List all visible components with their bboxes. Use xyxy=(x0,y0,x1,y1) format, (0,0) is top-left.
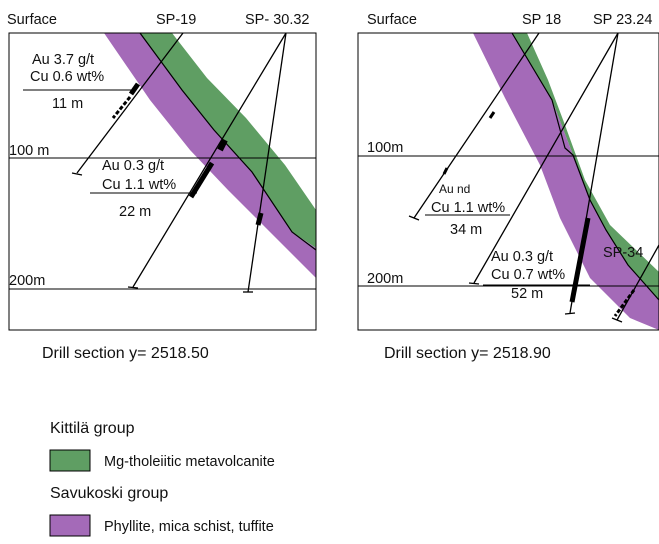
intercept-bar xyxy=(569,217,591,303)
au-grade: Au nd xyxy=(439,182,470,196)
legend-group-title: Kittilä group xyxy=(50,420,135,437)
intercept-annotation: Au nd Cu 1.1 wt% 34 m xyxy=(425,182,510,238)
section-right: Surface SP 18 SP 23.24 SP-34 100m 200m A… xyxy=(357,12,659,362)
cu-grade: Cu 0.7 wt% xyxy=(491,267,565,283)
intercept-bar xyxy=(255,212,264,226)
hole-label: SP 18 xyxy=(522,12,561,28)
intercept-bar xyxy=(217,138,228,152)
purple-unit-right xyxy=(473,33,659,330)
hole-end-tick xyxy=(127,286,139,289)
green-unit-left xyxy=(140,33,316,248)
section-caption: Drill section y= 2518.90 xyxy=(384,345,551,362)
legend: Kittilä group Mg-tholeiitic metavolcanit… xyxy=(49,420,275,537)
hole-label: SP-19 xyxy=(156,12,196,28)
intercept-annotation: Au 0.3 g/t Cu 0.7 wt% 52 m xyxy=(483,249,590,302)
drill-hole-sp30-a xyxy=(132,32,287,288)
intercept-bar xyxy=(128,82,141,96)
au-grade: Au 3.7 g/t xyxy=(32,52,94,68)
intercept-bar xyxy=(442,167,449,175)
hole-end-tick xyxy=(564,312,576,315)
interval-length: 11 m xyxy=(52,96,83,112)
interval-length: 34 m xyxy=(450,222,482,238)
cu-grade: Cu 1.1 wt% xyxy=(431,200,505,216)
legend-item-label: Phyllite, mica schist, tuffite xyxy=(104,519,274,535)
au-grade: Au 0.3 g/t xyxy=(102,158,164,174)
hole-label: SP 23.24 xyxy=(593,12,652,28)
depth-label-100: 100m xyxy=(367,140,403,156)
surface-label: Surface xyxy=(7,12,57,28)
drill-hole-sp34 xyxy=(616,244,659,321)
hole-end-tick xyxy=(71,172,83,176)
depth-label-200: 200m xyxy=(367,271,403,287)
hole-end-tick xyxy=(468,282,480,285)
drill-hole-sp18 xyxy=(413,32,540,219)
section-frame-left xyxy=(8,32,317,331)
intercept-annotation: Au 0.3 g/t Cu 1.1 wt% 22 m xyxy=(90,158,197,220)
interval-length: 52 m xyxy=(511,286,543,302)
purple-unit-left xyxy=(104,33,316,278)
hole-label: SP-34 xyxy=(603,245,643,261)
section-caption: Drill section y= 2518.50 xyxy=(42,345,209,362)
intercept-bar-dashed xyxy=(613,289,636,317)
intercept-bar xyxy=(488,111,496,119)
cu-grade: Cu 1.1 wt% xyxy=(102,177,176,193)
green-unit-right xyxy=(512,33,659,300)
cu-grade: Cu 0.6 wt% xyxy=(30,69,104,85)
surface-label: Surface xyxy=(367,12,417,28)
legend-item-label: Mg-tholeiitic metavolcanite xyxy=(104,454,275,470)
hole-end-tick xyxy=(408,215,420,221)
intercept-bar xyxy=(188,161,215,199)
hole-label: SP- 30.32 xyxy=(245,12,310,28)
drill-hole-sp30-b xyxy=(247,32,287,293)
hole-end-tick xyxy=(611,317,623,323)
contact-line-left xyxy=(139,32,317,251)
drill-hole-sp19 xyxy=(76,32,184,174)
legend-swatch-purple xyxy=(49,514,91,537)
interval-length: 22 m xyxy=(119,204,151,220)
legend-swatch-green xyxy=(49,449,91,472)
drill-hole-sp23-a xyxy=(473,32,619,284)
section-left: Surface SP-19 SP- 30.32 100 m 200m Au 3.… xyxy=(7,12,317,362)
intercept-annotation: Au 3.7 g/t Cu 0.6 wt% 11 m xyxy=(23,52,136,112)
section-frame-right xyxy=(357,32,659,331)
intercept-bar-dashed xyxy=(111,96,132,119)
depth-label-100: 100 m xyxy=(9,143,49,159)
depth-label-200: 200m xyxy=(9,273,45,289)
au-grade: Au 0.3 g/t xyxy=(491,249,553,265)
contact-line-right xyxy=(511,32,659,301)
legend-group-title: Savukoski group xyxy=(50,485,168,502)
